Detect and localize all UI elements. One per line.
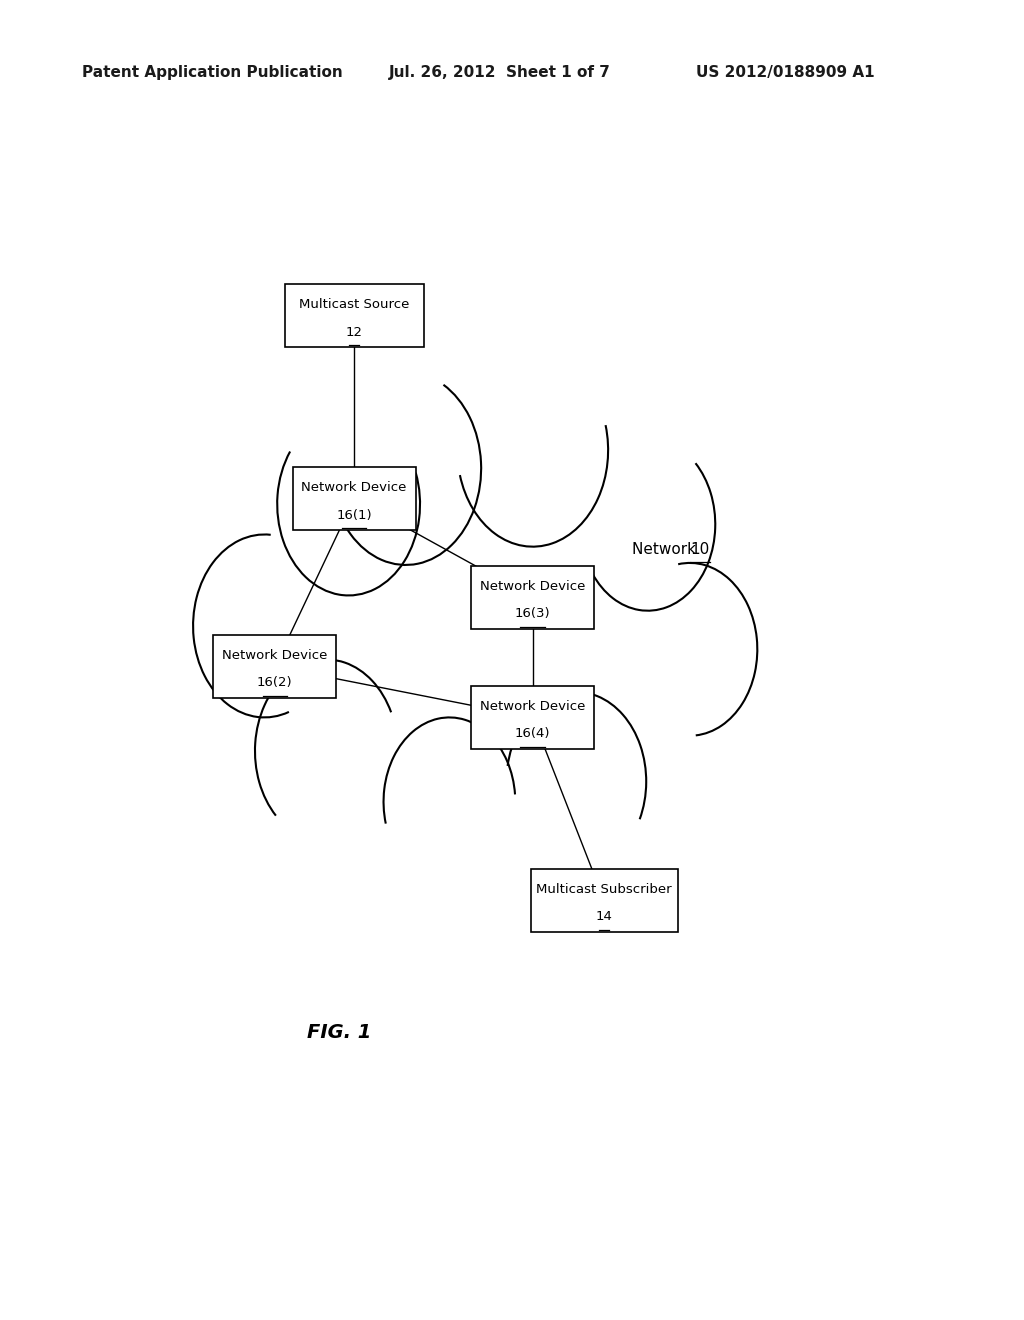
Circle shape xyxy=(314,422,640,840)
Circle shape xyxy=(267,433,481,708)
Text: Network: Network xyxy=(632,543,700,557)
Text: 16(1): 16(1) xyxy=(336,508,372,521)
Text: 16(4): 16(4) xyxy=(515,727,551,741)
Circle shape xyxy=(358,378,517,581)
Text: Multicast Source: Multicast Source xyxy=(299,298,410,312)
FancyBboxPatch shape xyxy=(471,686,594,748)
Text: Network Device: Network Device xyxy=(301,482,407,494)
Text: Network Device: Network Device xyxy=(480,579,586,593)
Text: Network Device: Network Device xyxy=(480,700,586,713)
Text: Network Device: Network Device xyxy=(222,649,328,661)
FancyBboxPatch shape xyxy=(293,467,416,531)
Text: 12: 12 xyxy=(346,326,362,339)
Text: US 2012/0188909 A1: US 2012/0188909 A1 xyxy=(696,65,874,81)
Circle shape xyxy=(462,620,652,865)
Text: FIG. 1: FIG. 1 xyxy=(306,1023,371,1041)
Circle shape xyxy=(240,549,382,733)
Text: Jul. 26, 2012  Sheet 1 of 7: Jul. 26, 2012 Sheet 1 of 7 xyxy=(389,65,611,81)
Circle shape xyxy=(473,453,687,727)
FancyBboxPatch shape xyxy=(213,635,336,698)
Text: Patent Application Publication: Patent Application Publication xyxy=(82,65,343,81)
Circle shape xyxy=(310,620,501,865)
Circle shape xyxy=(588,549,731,733)
Text: 10: 10 xyxy=(690,543,709,557)
FancyBboxPatch shape xyxy=(471,566,594,630)
Text: 16(2): 16(2) xyxy=(257,676,293,689)
Text: 16(3): 16(3) xyxy=(515,607,551,620)
Circle shape xyxy=(481,392,632,585)
FancyBboxPatch shape xyxy=(285,284,424,347)
Text: 14: 14 xyxy=(596,909,612,923)
FancyBboxPatch shape xyxy=(530,869,678,932)
Text: Multicast Subscriber: Multicast Subscriber xyxy=(537,883,672,896)
